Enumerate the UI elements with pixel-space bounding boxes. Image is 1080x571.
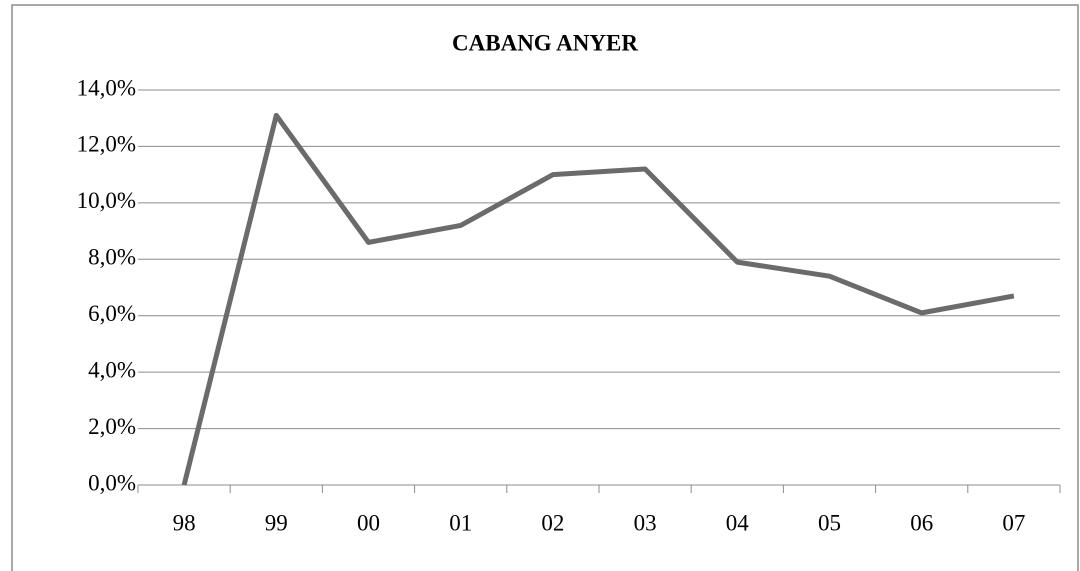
y-tick-label: 10,0% bbox=[77, 188, 136, 213]
chart-title: CABANG ANYER bbox=[452, 30, 638, 55]
x-tick-label: 01 bbox=[449, 510, 472, 535]
x-tick-label: 98 bbox=[173, 510, 196, 535]
x-tick-label: 06 bbox=[910, 510, 933, 535]
chart-frame bbox=[11, 4, 1079, 571]
y-tick-label: 4,0% bbox=[88, 357, 136, 382]
x-tick-label: 03 bbox=[634, 510, 657, 535]
x-tick-label: 99 bbox=[265, 510, 288, 535]
x-tick-label: 07 bbox=[1002, 510, 1025, 535]
x-tick-label: 05 bbox=[818, 510, 841, 535]
y-tick-label: 8,0% bbox=[88, 245, 136, 270]
y-tick-label: 6,0% bbox=[88, 301, 136, 326]
x-tick-label: 02 bbox=[541, 510, 564, 535]
y-tick-label: 2,0% bbox=[88, 414, 136, 439]
x-tick-label: 00 bbox=[357, 510, 380, 535]
line bbox=[181, 112, 1015, 486]
y-tick-label: 0,0% bbox=[88, 470, 136, 495]
y-tick-label: 14,0% bbox=[77, 75, 136, 100]
x-tick-label: 04 bbox=[726, 510, 750, 535]
y-tick-label: 12,0% bbox=[77, 132, 136, 157]
